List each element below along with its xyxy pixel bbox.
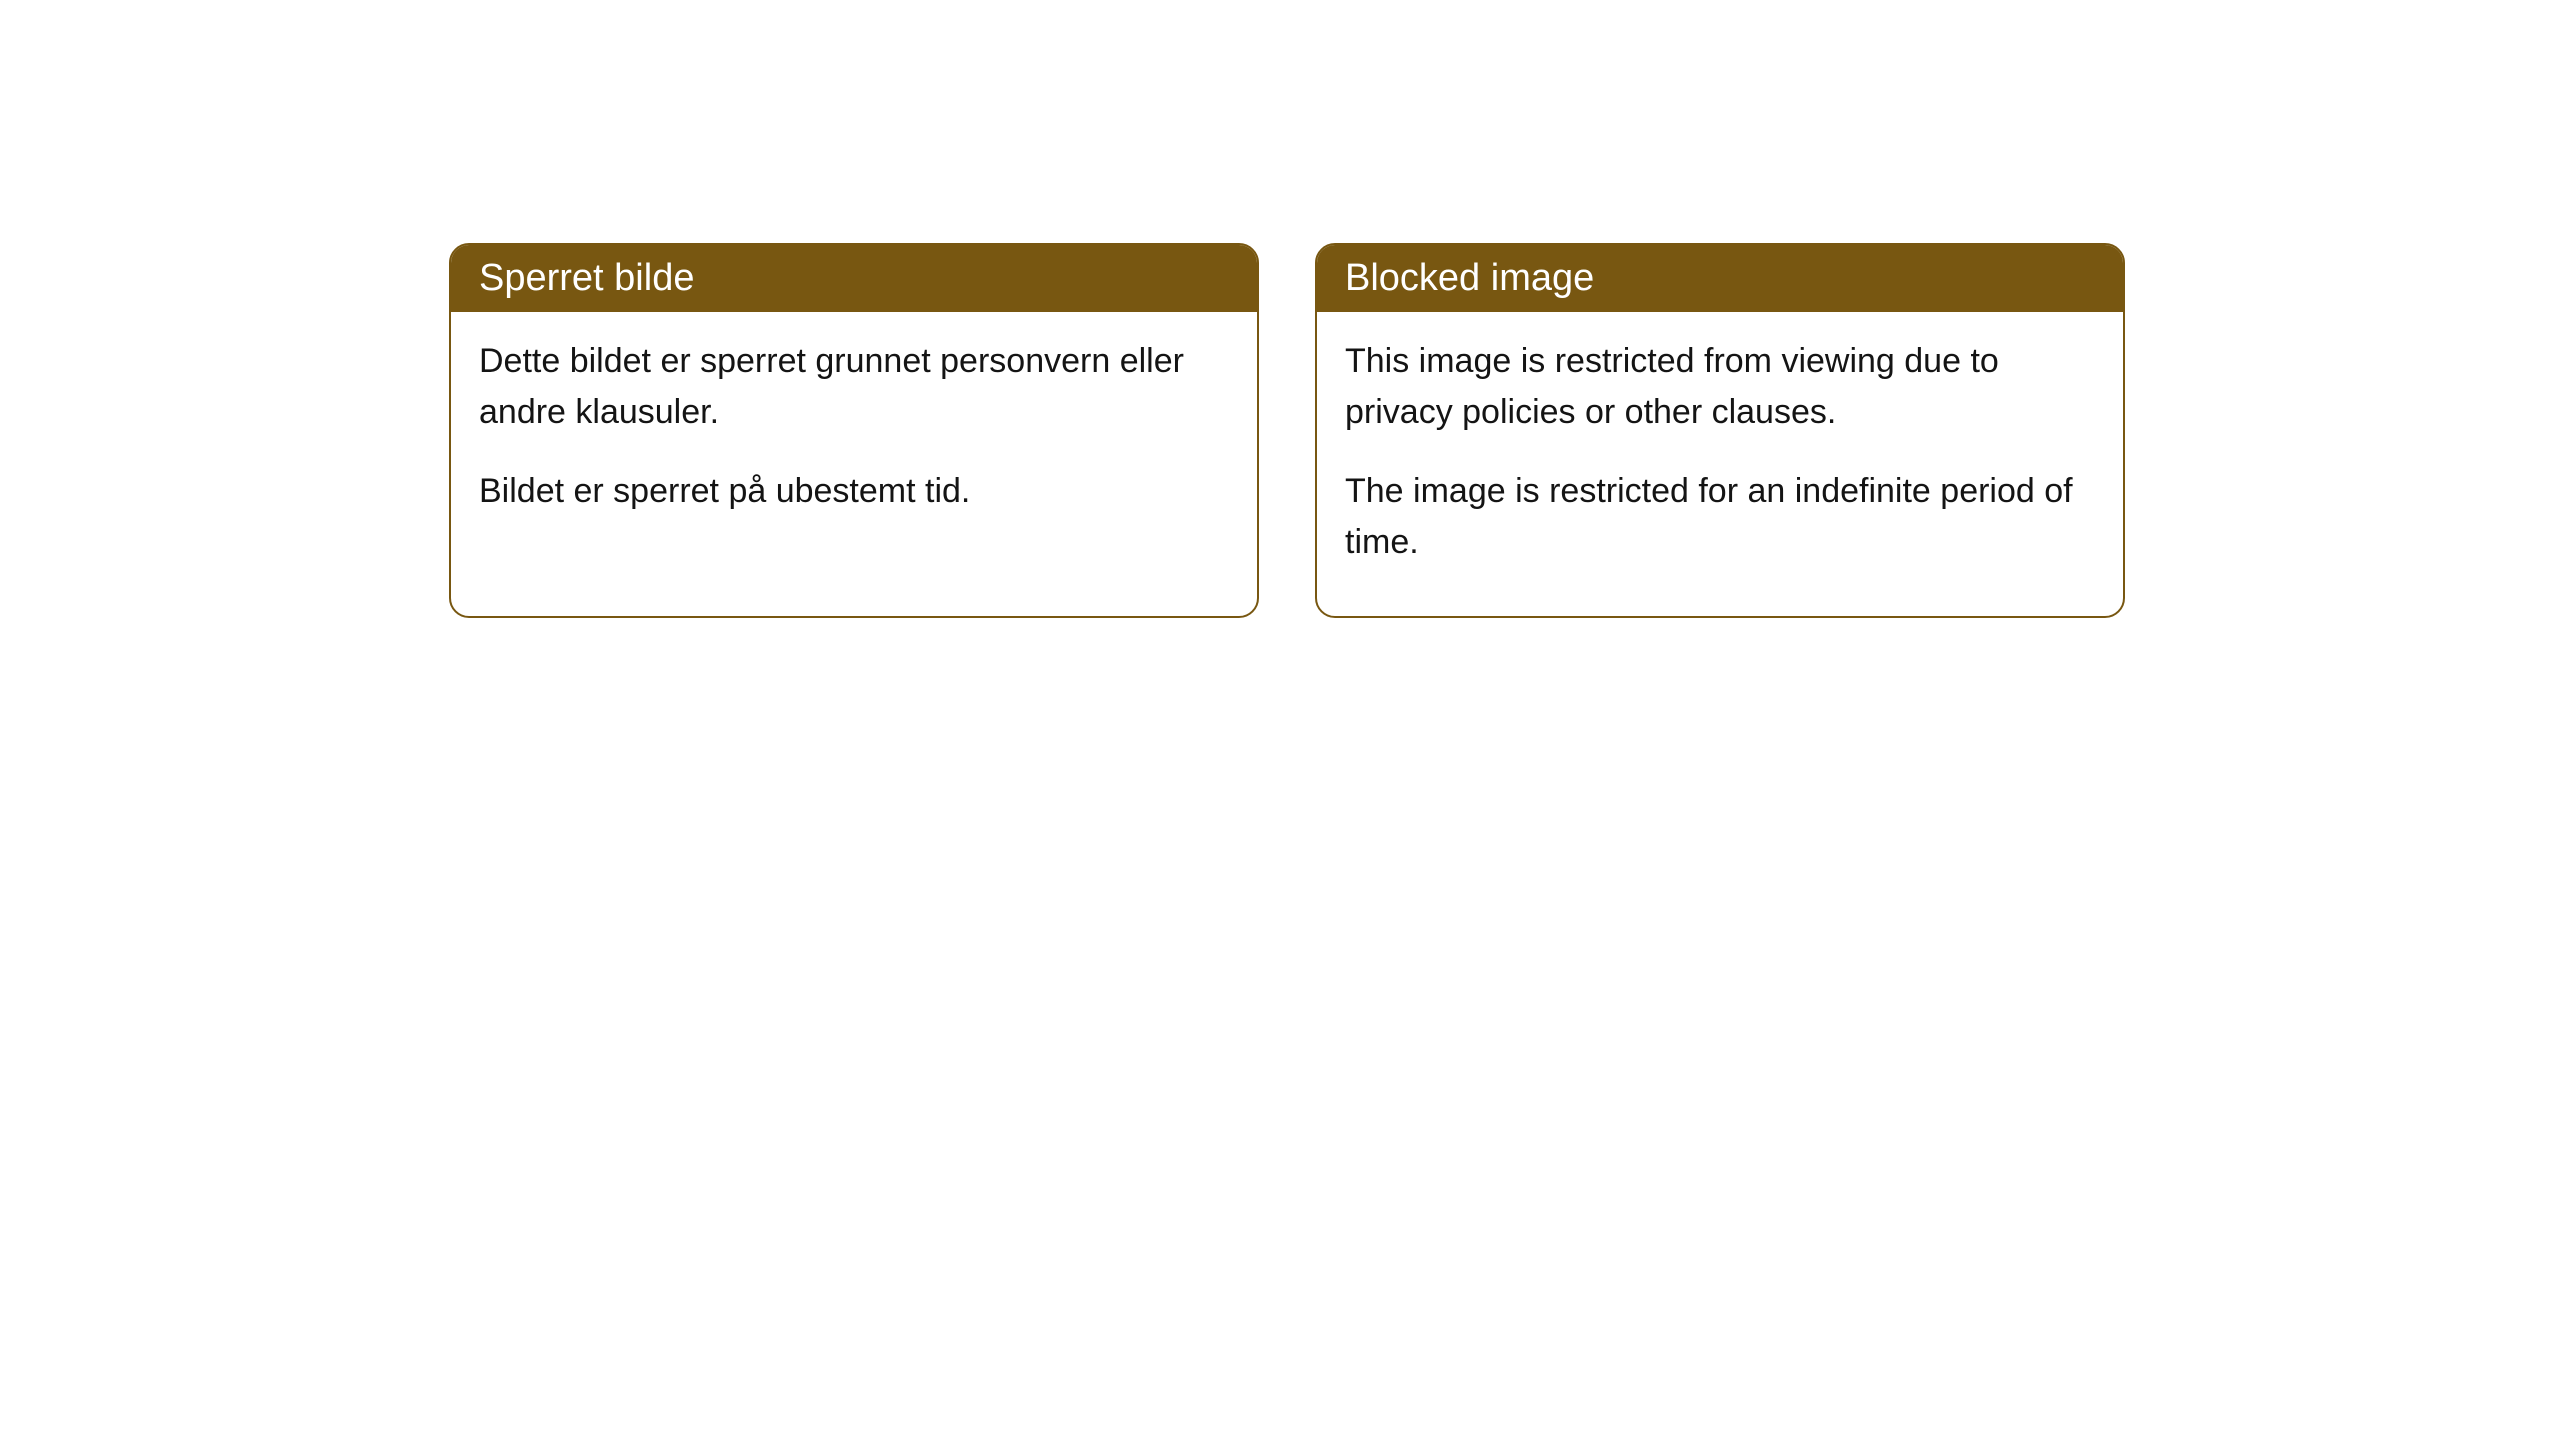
card-paragraph: The image is restricted for an indefinit…: [1345, 466, 2095, 568]
card-body: This image is restricted from viewing du…: [1317, 312, 2123, 616]
notice-cards-container: Sperret bilde Dette bildet er sperret gr…: [449, 243, 2125, 618]
card-paragraph: This image is restricted from viewing du…: [1345, 336, 2095, 438]
card-header: Sperret bilde: [451, 245, 1257, 312]
card-paragraph: Dette bildet er sperret grunnet personve…: [479, 336, 1229, 438]
notice-card-norwegian: Sperret bilde Dette bildet er sperret gr…: [449, 243, 1259, 618]
card-paragraph: Bildet er sperret på ubestemt tid.: [479, 466, 1229, 517]
card-header: Blocked image: [1317, 245, 2123, 312]
card-body: Dette bildet er sperret grunnet personve…: [451, 312, 1257, 565]
card-title: Blocked image: [1345, 257, 1594, 299]
card-title: Sperret bilde: [479, 257, 694, 299]
notice-card-english: Blocked image This image is restricted f…: [1315, 243, 2125, 618]
